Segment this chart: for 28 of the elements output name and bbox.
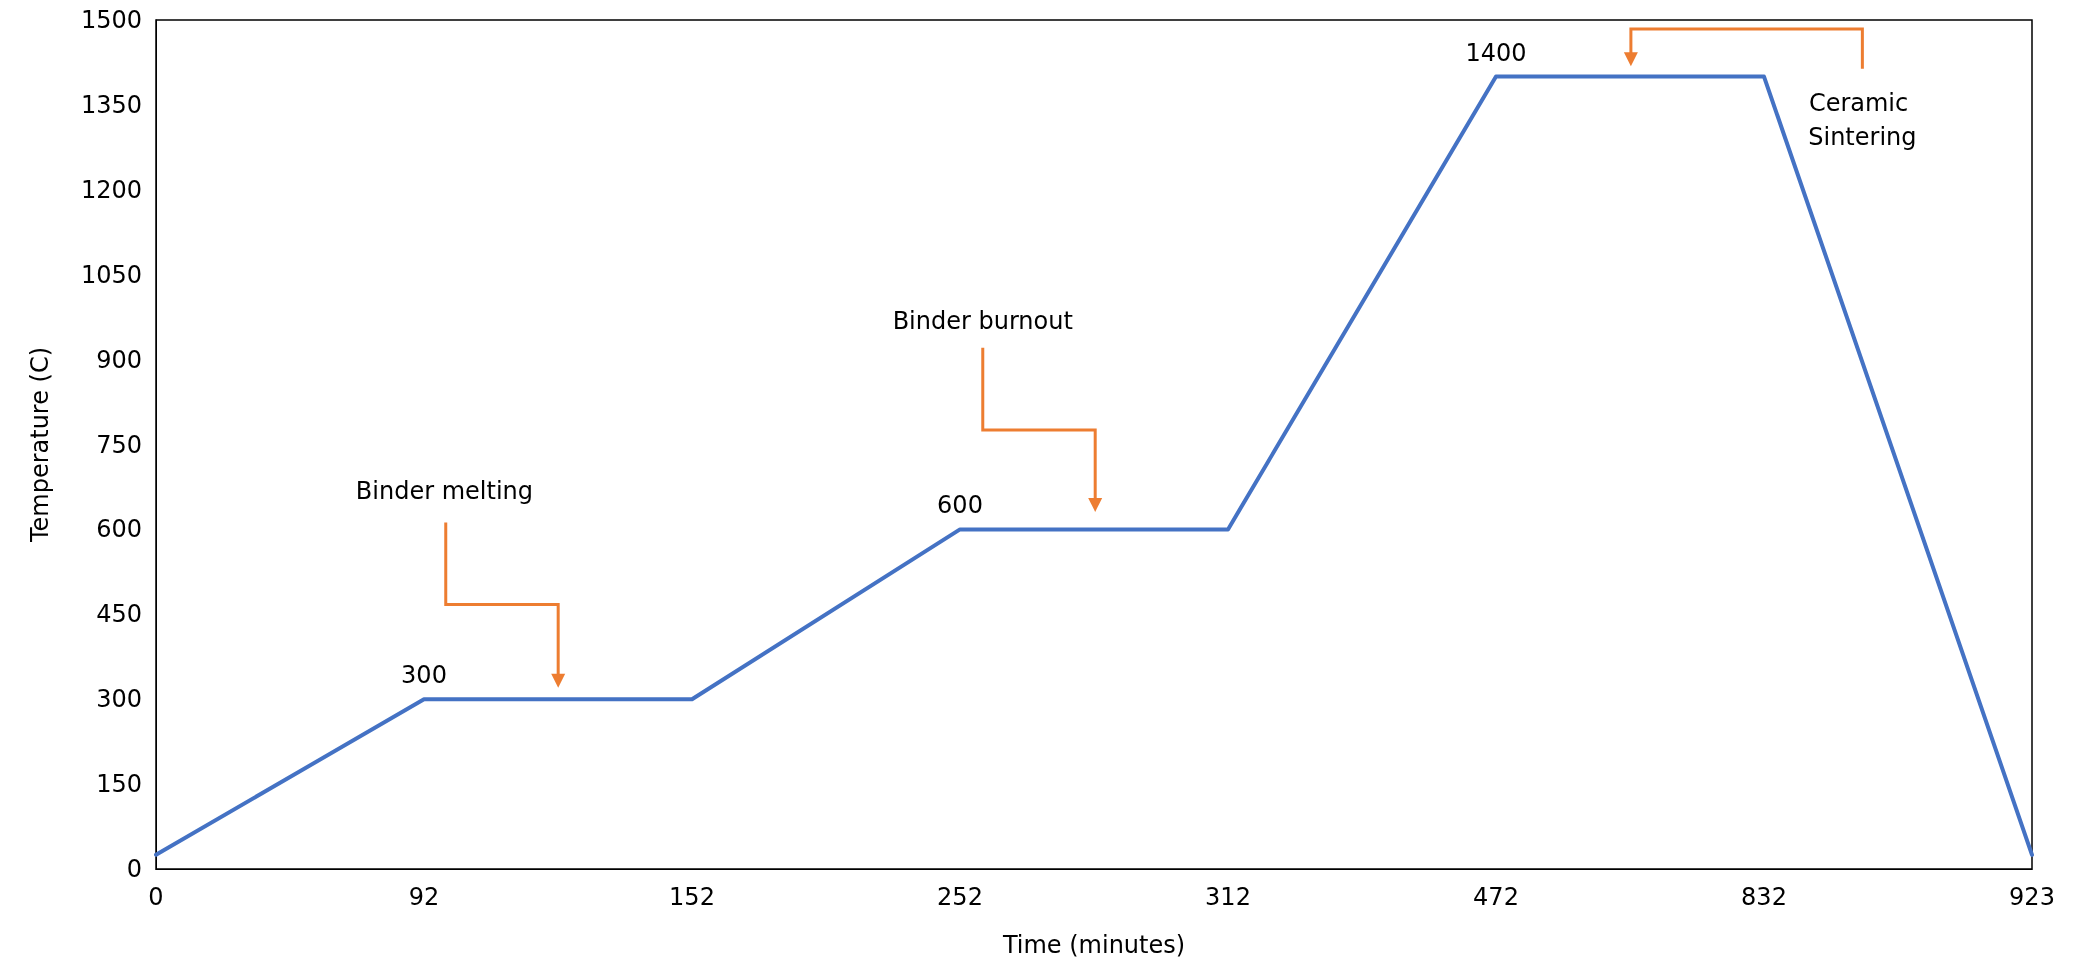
data-label: 1400 xyxy=(1465,38,1527,67)
x-tick-label: 312 xyxy=(1205,883,1251,911)
y-tick-label: 0 xyxy=(126,855,142,883)
x-axis-title: Time (minutes) xyxy=(1001,931,1186,959)
x-tick-label: 0 xyxy=(148,883,164,911)
x-tick-label: 252 xyxy=(937,883,983,911)
line-series xyxy=(154,74,2034,857)
y-tick-label: 1200 xyxy=(80,175,142,204)
y-tick-label: 1350 xyxy=(80,90,142,119)
y-axis-title: Temperature (C) xyxy=(26,346,54,544)
y-tick-label: 300 xyxy=(96,685,142,714)
y-tick-label: 450 xyxy=(96,600,142,629)
data-label: 600 xyxy=(937,491,983,520)
data-label: 300 xyxy=(401,661,447,690)
y-tick-label: 750 xyxy=(96,430,142,459)
y-tick-label: 1500 xyxy=(80,6,142,34)
annotation: Binder burnout xyxy=(892,307,1073,336)
annotation: Binder melting xyxy=(355,476,534,505)
y-tick-label: 1050 xyxy=(80,260,142,289)
y-tick-label: 600 xyxy=(96,515,142,544)
annotation: Ceramic Sintering xyxy=(1808,89,1917,152)
x-tick-label: 152 xyxy=(669,883,715,911)
x-tick-label: 923 xyxy=(2009,883,2055,911)
y-tick-label: 900 xyxy=(96,345,142,374)
y-tick-label: 150 xyxy=(96,770,142,799)
x-tick-label: 92 xyxy=(408,883,440,911)
x-tick-label: 832 xyxy=(1741,883,1787,911)
x-tick-label: 472 xyxy=(1473,883,1519,911)
